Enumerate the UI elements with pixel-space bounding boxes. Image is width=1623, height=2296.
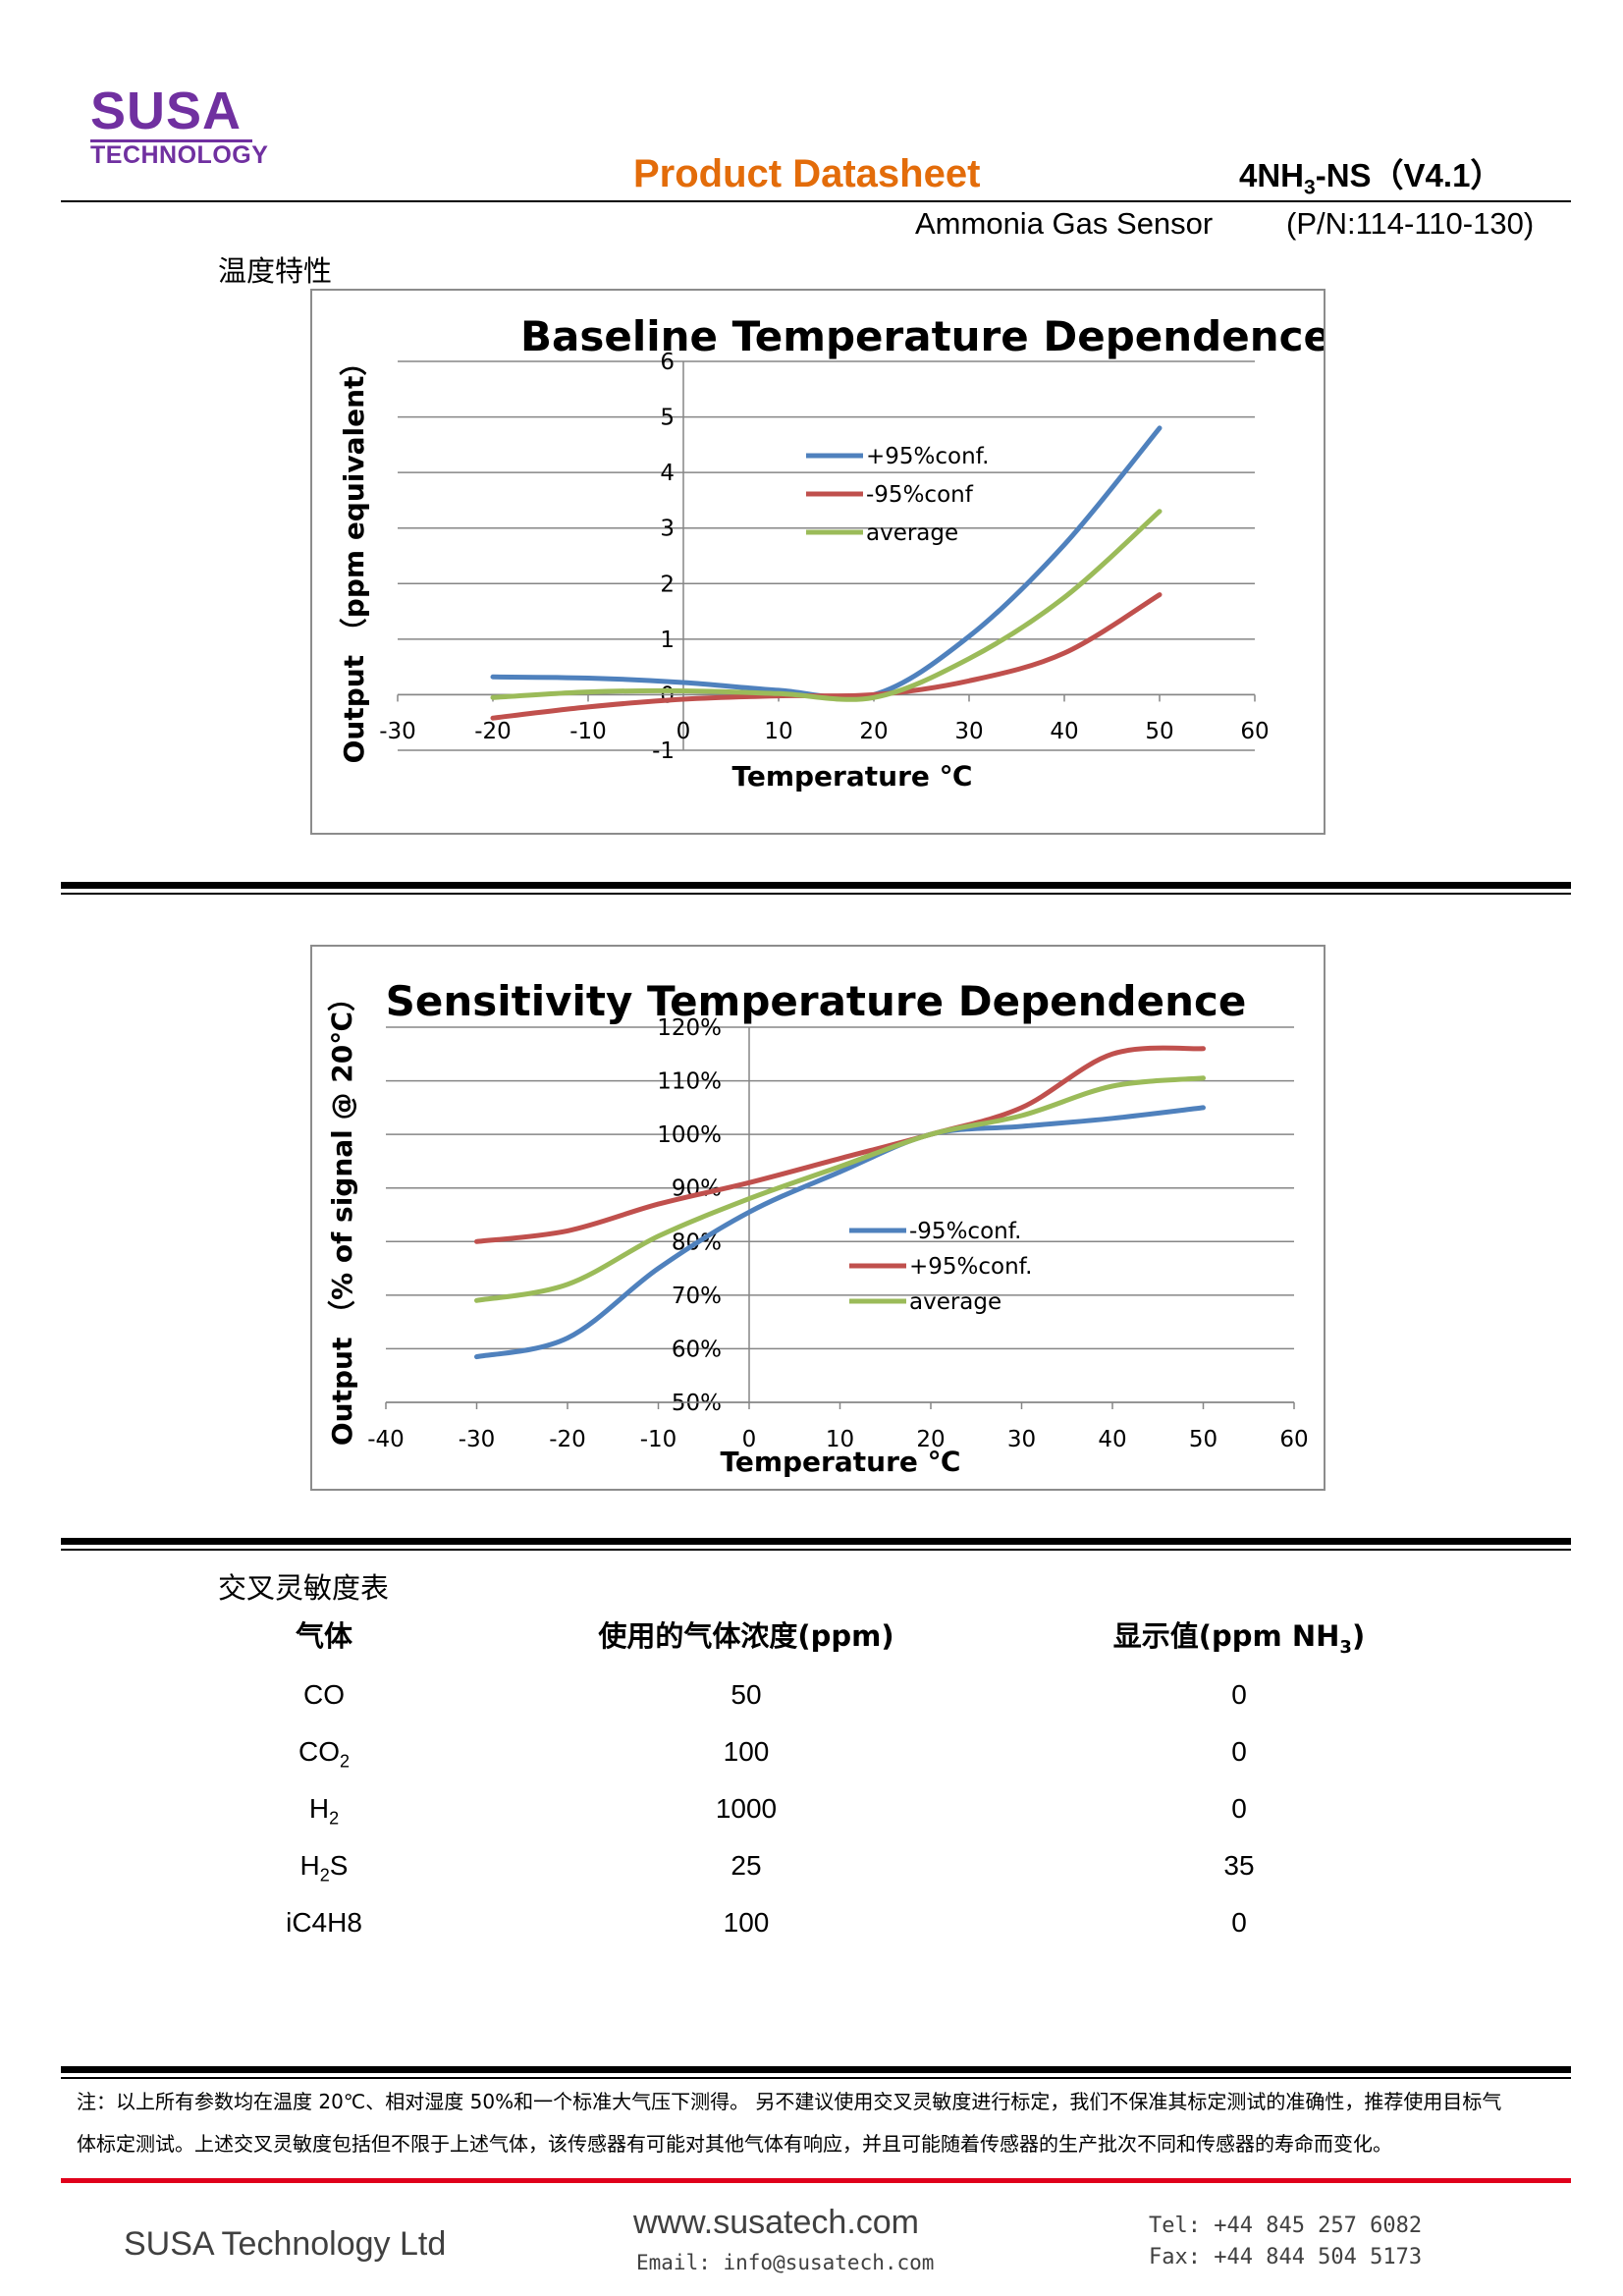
table-cell-gas: H2S <box>299 1850 349 1886</box>
footer-telephone: Tel: +44 845 257 6082 <box>1149 2214 1423 2238</box>
legend-entry: +95%conf. <box>866 444 989 469</box>
table-cell-gas: iC4H8 <box>286 1907 362 1938</box>
y-axis-label: Output （% of signal @ 20℃） <box>326 984 358 1446</box>
x-tick-label: 60 <box>1279 1427 1308 1452</box>
table-header-gas: 气体 <box>295 1619 352 1653</box>
series-line-2 <box>474 1075 1206 1303</box>
company-logo-wordmark: SUSA <box>90 82 243 140</box>
sensitivity-chart-svg: Sensitivity Temperature Dependence 50% 60%… <box>326 977 1309 1478</box>
section-divider-thin <box>61 1549 1571 1551</box>
footer-email-link[interactable]: Email: info@susatech.com <box>636 2251 935 2274</box>
footer-divider <box>61 2178 1571 2183</box>
part-number: (P/N:114-110-130) <box>1286 206 1535 241</box>
legend-entry: average <box>909 1289 1001 1315</box>
x-tick-label: -10 <box>569 719 607 744</box>
y-tick-label: 6 <box>660 350 675 375</box>
x-tick-label: 40 <box>1098 1427 1126 1452</box>
table-cell-concentration: 1000 <box>715 1793 778 1824</box>
series-line-0 <box>474 1105 1206 1360</box>
y-tick-label: 120% <box>657 1015 722 1041</box>
chart-title: Baseline Temperature Dependence <box>520 312 1324 360</box>
baseline-temperature-chart: Baseline Temperature Dependence -1 0 1 2 3 4 5 6… <box>310 289 1325 835</box>
logo-underline <box>90 139 252 142</box>
table-header-concentration: 使用的气体浓度(ppm) <box>598 1619 894 1653</box>
legend-entry: +95%conf. <box>909 1254 1032 1280</box>
x-tick-label: 50 <box>1189 1427 1217 1452</box>
table-header-reading: 显示值(ppm NH3) <box>1112 1619 1366 1658</box>
header-divider <box>61 200 1571 202</box>
y-tick-label: 3 <box>660 517 675 542</box>
table-cell-reading: 35 <box>1223 1850 1255 1881</box>
section-divider-thin <box>61 893 1571 895</box>
x-tick-label: 30 <box>954 719 983 744</box>
company-logo-subtitle: TECHNOLOGY <box>90 141 269 169</box>
footnote-line-2: 体标定测试。上述交叉灵敏度包括但不限于上述气体，该传感器有可能对其他气体有响应，… <box>77 2132 1392 2156</box>
y-tick-label: 4 <box>660 461 675 486</box>
x-tick-label: 40 <box>1050 719 1078 744</box>
x-tick-label: -10 <box>640 1427 677 1452</box>
series-line-1 <box>490 592 1163 721</box>
x-axis-label: Temperature ℃ <box>720 1446 960 1478</box>
x-axis-label: Temperature ℃ <box>731 760 972 793</box>
x-tick-label: -30 <box>459 1427 496 1452</box>
baseline-chart-svg: Baseline Temperature Dependence-10123456… <box>338 312 1324 793</box>
y-tick-label: 2 <box>660 572 675 597</box>
section-heading-cross-sensitivity: 交叉灵敏度表 <box>218 1571 390 1605</box>
product-name: 4NH3-NS（V4.1） <box>1239 157 1503 199</box>
footer-website-link[interactable]: www.susatech.com <box>633 2204 919 2241</box>
x-tick-label: 20 <box>916 1427 945 1452</box>
table-cell-gas: CO2 <box>298 1736 350 1772</box>
y-tick-label: 70% <box>672 1284 722 1309</box>
x-tick-label: 0 <box>742 1427 757 1452</box>
table-cell-reading: 0 <box>1231 1736 1247 1767</box>
x-tick-label: -40 <box>367 1427 405 1452</box>
legend-entry: -95%conf. <box>909 1219 1021 1244</box>
y-tick-label: 0 <box>660 683 675 708</box>
x-tick-label: -20 <box>549 1427 586 1452</box>
section-heading-temperature: 温度特性 <box>218 254 333 288</box>
table-cell-concentration: 50 <box>730 1679 762 1710</box>
footnote-line-1: 注：以上所有参数均在温度 20℃、相对湿度 50%和一个标准大气压下测得。 另不… <box>77 2090 1502 2113</box>
x-tick-label: 0 <box>676 719 691 744</box>
table-cell-reading: 0 <box>1231 1793 1247 1824</box>
series-line-1 <box>474 1045 1206 1244</box>
document-title: Product Datasheet <box>633 152 981 195</box>
section-divider-thin <box>61 2077 1571 2079</box>
chart-title: Sensitivity Temperature Dependence <box>386 977 1247 1025</box>
y-tick-label: 100% <box>657 1122 722 1148</box>
section-divider-thick <box>61 1538 1571 1545</box>
y-tick-label: 110% <box>657 1069 722 1095</box>
footer-fax: Fax: +44 844 504 5173 <box>1149 2245 1423 2269</box>
y-axis-label: Output （ppm equivalent） <box>338 349 370 764</box>
section-divider-thick <box>61 2066 1571 2073</box>
section-divider-thick <box>61 882 1571 889</box>
x-tick-label: 30 <box>1007 1427 1036 1452</box>
y-tick-label: 50% <box>672 1391 722 1416</box>
y-tick-label: 5 <box>660 406 675 431</box>
footer-company-name: SUSA Technology Ltd <box>124 2225 447 2263</box>
x-tick-label: 10 <box>764 719 792 744</box>
y-tick-label: 60% <box>672 1337 722 1362</box>
table-cell-concentration: 100 <box>723 1736 770 1767</box>
table-cell-gas: CO <box>303 1679 345 1710</box>
legend-entry: -95%conf <box>866 482 974 508</box>
table-cell-concentration: 100 <box>723 1907 770 1938</box>
legend-entry: average <box>866 520 958 546</box>
sensor-type: Ammonia Gas Sensor <box>915 206 1214 241</box>
y-tick-label: -1 <box>652 738 675 764</box>
table-cell-reading: 0 <box>1231 1679 1247 1710</box>
x-tick-label: 20 <box>859 719 888 744</box>
table-cell-gas: H2 <box>308 1793 340 1829</box>
x-tick-label: 60 <box>1240 719 1269 744</box>
y-tick-label: 1 <box>660 628 675 653</box>
x-tick-label: -20 <box>474 719 512 744</box>
x-tick-label: -30 <box>379 719 416 744</box>
table-cell-reading: 0 <box>1231 1907 1247 1938</box>
x-tick-label: 50 <box>1145 719 1173 744</box>
x-tick-label: 10 <box>826 1427 854 1452</box>
table-cell-concentration: 25 <box>730 1850 762 1881</box>
sensitivity-temperature-chart: Sensitivity Temperature Dependence 50% 60%… <box>310 945 1325 1491</box>
series-line-2 <box>490 509 1163 702</box>
